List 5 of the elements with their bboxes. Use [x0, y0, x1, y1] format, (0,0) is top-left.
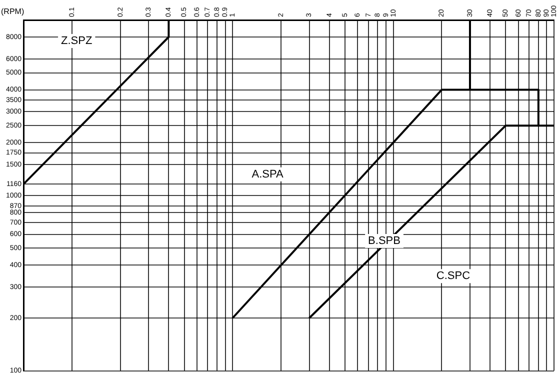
annotation: A.SPA: [252, 168, 284, 180]
y-axis-title: (RPM): [1, 7, 24, 16]
annotation: Z.SPZ: [61, 35, 92, 48]
annotation: C.SPC: [436, 270, 470, 282]
annotation: B.SPB: [368, 235, 400, 248]
